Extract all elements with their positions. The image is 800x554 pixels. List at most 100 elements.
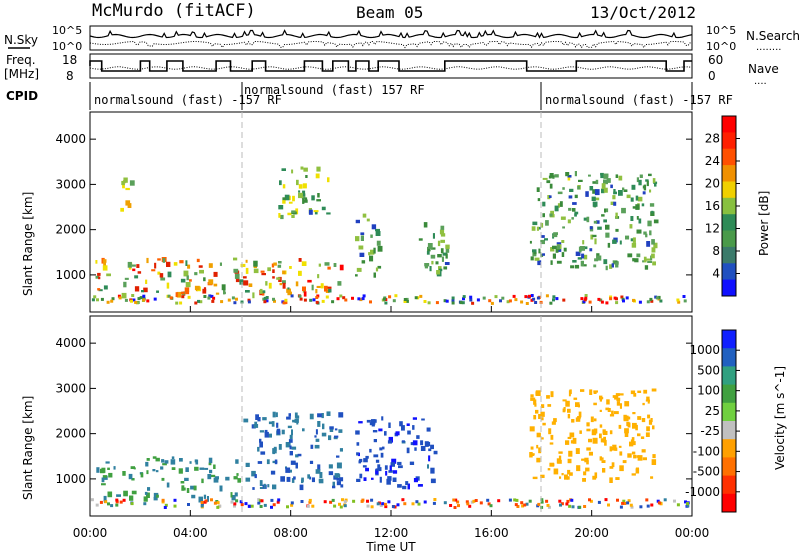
data-cell (178, 468, 183, 474)
data-cell (203, 287, 207, 292)
data-cell (139, 296, 143, 300)
data-cell (535, 409, 539, 414)
data-cell (676, 503, 680, 507)
data-cell (413, 478, 418, 483)
data-cell (405, 297, 409, 301)
data-cell (530, 397, 536, 401)
data-cell (601, 183, 606, 190)
data-cell (262, 417, 267, 421)
data-cell (124, 298, 128, 302)
data-cell (200, 501, 204, 504)
data-cell (597, 226, 602, 230)
data-cell (341, 498, 344, 502)
data-cell (369, 300, 372, 304)
data-cell (247, 300, 251, 304)
data-cell (360, 232, 365, 235)
freq-panel: Freq. [MHz] 18 8 60 0 Nave .... (4, 53, 779, 87)
data-cell (296, 179, 299, 186)
data-cell (312, 298, 316, 302)
data-cell (582, 240, 585, 245)
data-cell (550, 210, 554, 216)
data-cell (384, 431, 387, 436)
data-cell (529, 240, 532, 244)
data-cell (355, 274, 358, 277)
data-cell (427, 246, 431, 252)
data-cell (376, 240, 381, 246)
data-cell (553, 418, 557, 423)
data-cell (623, 414, 627, 421)
beam-title: Beam 05 (356, 3, 423, 22)
data-cell (295, 462, 298, 469)
data-cell (361, 297, 365, 301)
data-cell (403, 298, 407, 301)
data-cell (437, 240, 441, 247)
data-cell (213, 477, 219, 483)
data-cell (611, 263, 614, 268)
data-cell (420, 446, 426, 451)
data-cell (586, 422, 590, 427)
data-cell (263, 296, 267, 300)
data-cell (436, 270, 440, 275)
data-cell (110, 504, 114, 508)
data-cell (406, 423, 410, 426)
data-cell (439, 229, 445, 235)
data-cell (210, 294, 214, 298)
data-cell (185, 260, 188, 266)
data-cell (366, 499, 369, 503)
data-cell (210, 474, 216, 478)
data-cell (615, 262, 619, 268)
colorbar-swatch (722, 421, 736, 440)
data-cell (607, 503, 610, 507)
data-cell (536, 432, 541, 438)
data-cell (315, 173, 320, 179)
data-cell (540, 437, 544, 440)
data-cell (198, 496, 203, 503)
data-cell (549, 462, 555, 467)
data-cell (123, 490, 128, 497)
data-cell (96, 298, 99, 302)
data-cell (106, 273, 111, 277)
data-cell (338, 429, 343, 433)
data-cell (371, 224, 377, 230)
data-cell (649, 203, 655, 207)
data-cell (122, 498, 126, 502)
data-cell (575, 417, 581, 422)
data-cell (612, 195, 616, 200)
data-cell (263, 503, 267, 507)
data-cell (213, 283, 218, 287)
colorbar-swatch (722, 230, 736, 248)
colorbar-swatch (722, 165, 736, 182)
data-cell (430, 254, 436, 259)
noise-left-tick-top: 10^5 (52, 24, 82, 37)
data-cell (441, 256, 444, 262)
power-ylabel: Slant Range [km] (21, 192, 35, 296)
data-cell (300, 166, 304, 170)
data-cell (303, 298, 307, 302)
data-cell (538, 248, 541, 254)
data-cell (311, 195, 315, 201)
data-cell (99, 500, 103, 504)
data-cell (204, 499, 208, 503)
data-cell (421, 418, 425, 421)
data-cell (146, 470, 149, 475)
data-cell (405, 481, 409, 485)
data-cell (315, 300, 319, 304)
data-cell (589, 186, 594, 191)
colorbar-swatch (722, 116, 736, 133)
data-cell (194, 285, 200, 291)
data-cell (147, 487, 151, 491)
data-cell (606, 178, 611, 183)
data-cell (332, 485, 336, 489)
data-cell (604, 498, 608, 502)
data-cell (361, 260, 366, 264)
data-cell (253, 260, 258, 267)
data-cell (298, 184, 303, 189)
data-cell (581, 253, 585, 259)
data-cell (423, 300, 427, 303)
data-cell (317, 193, 320, 198)
data-cell (102, 259, 107, 263)
data-cell (403, 502, 407, 506)
data-cell (399, 421, 403, 427)
data-cell (137, 271, 142, 274)
x-tick-label: 00:00 (73, 526, 108, 540)
